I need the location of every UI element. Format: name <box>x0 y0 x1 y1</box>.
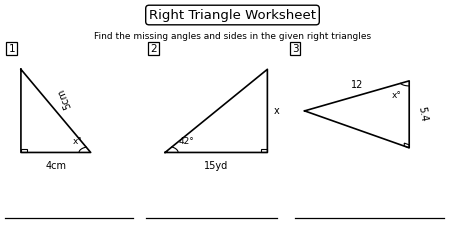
Text: Find the missing angles and sides in the given right triangles: Find the missing angles and sides in the… <box>94 33 371 41</box>
Text: 15yd: 15yd <box>204 161 228 170</box>
Text: x: x <box>274 106 279 116</box>
Text: Right Triangle Worksheet: Right Triangle Worksheet <box>149 9 316 21</box>
Text: 12: 12 <box>351 80 363 90</box>
Text: 5.4: 5.4 <box>417 106 429 123</box>
Text: 3: 3 <box>292 43 299 54</box>
Text: 2: 2 <box>150 43 157 54</box>
Text: 5cm: 5cm <box>55 86 73 110</box>
Text: 1: 1 <box>8 43 15 54</box>
Text: 42°: 42° <box>178 137 194 146</box>
Text: x°: x° <box>391 91 401 100</box>
Text: x°: x° <box>73 137 83 146</box>
Text: 4cm: 4cm <box>45 161 66 170</box>
